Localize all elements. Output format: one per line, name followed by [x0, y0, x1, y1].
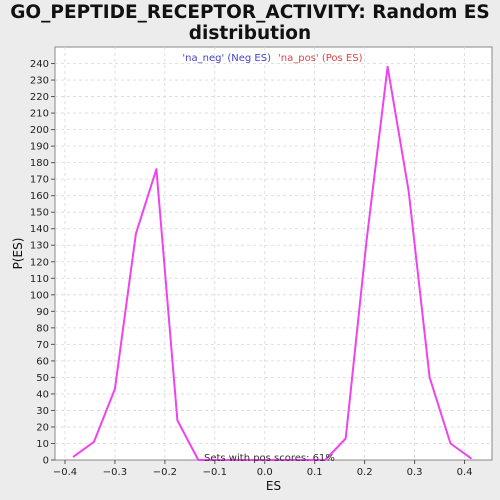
- y-tick-label: 160: [30, 191, 49, 202]
- y-tick-label: 50: [36, 373, 49, 384]
- data-point: [386, 66, 389, 68]
- y-tick-label: 60: [36, 356, 49, 367]
- chart-title-line2: distribution: [188, 23, 312, 44]
- data-point: [428, 376, 431, 379]
- y-tick-label: 170: [30, 175, 49, 186]
- y-tick-label: 220: [30, 92, 49, 103]
- data-point: [155, 168, 158, 171]
- chart-title: GO_PEPTIDE_RECEPTOR_ACTIVITY: Random ES …: [0, 0, 500, 44]
- y-axis-ticks: 0 10 20 30 40 50 60 70 80 90 100 110 120 130 140 150 160…: [30, 59, 55, 467]
- data-point: [197, 459, 200, 461]
- y-axis-label: P(ES): [11, 238, 25, 270]
- x-tick-label: −0.3: [103, 467, 127, 478]
- y-tick-label: 0: [43, 456, 49, 467]
- y-tick-label: 230: [30, 76, 49, 87]
- x-tick-label: −0.4: [53, 467, 77, 478]
- y-tick-label: 210: [30, 109, 49, 120]
- y-tick-label: 200: [30, 125, 49, 136]
- data-point: [72, 455, 75, 458]
- y-tick-label: 80: [36, 323, 49, 334]
- y-tick-label: 90: [36, 307, 49, 318]
- y-tick-label: 190: [30, 142, 49, 153]
- y-tick-label: 10: [36, 439, 49, 450]
- x-axis-label: ES: [266, 479, 281, 493]
- data-point: [449, 442, 452, 445]
- data-point: [324, 459, 326, 461]
- legend: 'na_neg' (Neg ES) 'na_pos' (Pos ES): [182, 53, 362, 64]
- plot-area: [54, 46, 493, 461]
- y-tick-label: 240: [30, 59, 49, 70]
- y-tick-label: 120: [30, 257, 49, 268]
- pos-scores-annotation: Sets with pos scores: 61%: [204, 453, 335, 464]
- grid-lines: [55, 47, 492, 460]
- x-tick-label: −0.2: [153, 467, 177, 478]
- x-tick-label: −0.1: [203, 467, 227, 478]
- y-tick-label: 20: [36, 422, 49, 433]
- x-tick-label: 0.0: [257, 467, 273, 478]
- x-tick-label: 0.1: [307, 467, 323, 478]
- legend-entry-neg: 'na_neg' (Neg ES): [182, 53, 271, 64]
- data-point: [344, 437, 347, 440]
- y-tick-label: 40: [36, 389, 49, 400]
- legend-entry-pos: 'na_pos' (Pos ES): [278, 53, 363, 64]
- y-tick-label: 140: [30, 224, 49, 235]
- data-point: [176, 419, 179, 422]
- series-layer: [72, 65, 472, 461]
- y-tick-label: 110: [30, 274, 49, 285]
- chart-title-line1: GO_PEPTIDE_RECEPTOR_ACTIVITY: Random ES: [10, 2, 490, 23]
- x-tick-label: 0.3: [407, 467, 423, 478]
- y-tick-label: 130: [30, 241, 49, 252]
- y-tick-label: 30: [36, 406, 49, 417]
- data-point: [470, 457, 472, 460]
- data-point: [135, 232, 137, 235]
- y-tick-label: 70: [36, 340, 49, 351]
- y-tick-label: 100: [30, 290, 49, 301]
- y-tick-label: 150: [30, 208, 49, 219]
- data-point: [407, 189, 410, 192]
- data-point: [114, 388, 116, 390]
- x-tick-label: 0.4: [457, 467, 473, 478]
- x-tick-label: 0.2: [357, 467, 373, 478]
- data-point: [93, 441, 95, 443]
- y-tick-label: 180: [30, 158, 49, 169]
- data-point: [365, 239, 368, 242]
